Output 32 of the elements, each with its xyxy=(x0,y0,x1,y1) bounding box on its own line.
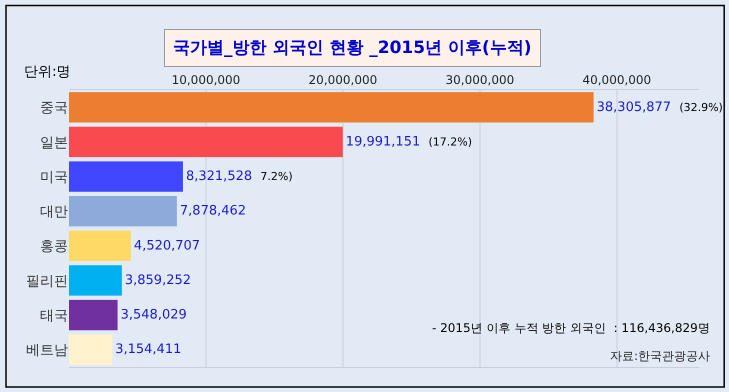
x-tick-label: 10,000,000 xyxy=(172,73,240,88)
bar xyxy=(69,230,131,262)
data-label: 19,991,151 (17.2%) xyxy=(346,134,472,150)
y-tick-label: 홍콩 xyxy=(40,238,68,255)
data-label: 3,548,029 xyxy=(120,308,187,323)
x-tick-label: 40,000,000 xyxy=(582,73,652,88)
data-label: 4,520,707 xyxy=(134,238,200,254)
y-tick-label: 베트남 xyxy=(26,342,68,359)
bar xyxy=(69,196,177,226)
y-tick-label: 일본 xyxy=(40,134,68,151)
bar xyxy=(69,265,122,296)
bar xyxy=(69,92,594,123)
data-label: 38,305,877 (32.9%) xyxy=(596,100,723,115)
x-tick-label: 20,000,000 xyxy=(308,73,378,88)
bar xyxy=(69,161,183,192)
y-tick-label: 태국 xyxy=(40,308,68,324)
data-label: 7,878,462 xyxy=(180,204,246,219)
bar xyxy=(69,334,112,365)
data-label: 3,154,411 xyxy=(115,342,182,358)
y-tick-label: 필리핀 xyxy=(26,273,68,290)
annotation: - 2015년 이후 누적 방한 외국인 : 116,436,829명 xyxy=(432,321,710,335)
y-tick-label: 중국 xyxy=(40,100,68,116)
text: 단위:명 xyxy=(24,64,71,80)
y-tick-label: 미국 xyxy=(40,169,68,186)
annotation: 자료:한국관광공사 xyxy=(610,349,710,363)
bar xyxy=(69,126,343,158)
bar xyxy=(69,300,118,330)
x-tick-label: 30,000,000 xyxy=(446,73,514,88)
data-label: 3,859,252 xyxy=(124,272,192,288)
data-label: 8,321,528 7.2%) xyxy=(186,169,293,184)
y-tick-label: 대만 xyxy=(40,204,68,220)
chart-title: 국가별_방한 외국인 현황 _2015년 이후(누적) xyxy=(173,38,532,58)
